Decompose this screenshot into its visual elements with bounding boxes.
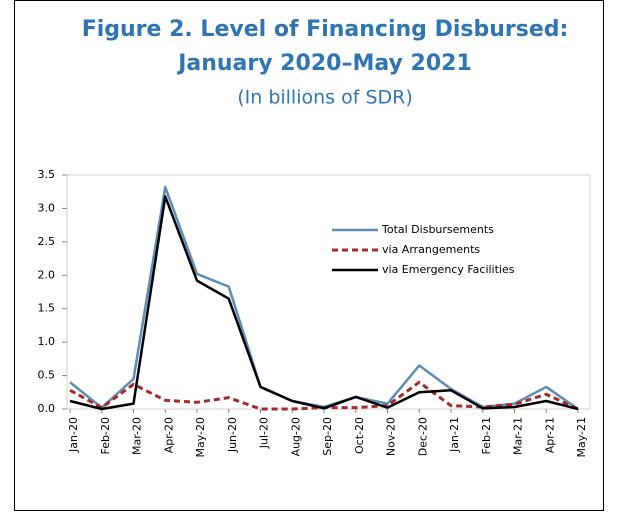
x-tick-label: Apr-21: [543, 417, 556, 453]
x-tick-label: Feb-20: [99, 417, 112, 454]
x-tick-label: Aug-20: [289, 417, 302, 456]
x-tick-label: Mar-20: [131, 417, 144, 455]
y-tick-label: 0.5: [38, 369, 56, 382]
x-tick-label: Dec-20: [416, 417, 429, 456]
series-line: [69, 195, 579, 411]
x-tick-label: Mar-21: [512, 417, 525, 455]
y-tick-label: 2.0: [38, 268, 56, 281]
x-tick-label: Apr-20: [162, 417, 175, 453]
chart-subtitle: (In billions of SDR): [237, 87, 413, 109]
chart-title-line2: January 2020–May 2021: [176, 51, 472, 76]
chart-title: Figure 2. Level of Financing Disbursed:: [82, 17, 569, 42]
y-tick-label: 0.0: [38, 402, 56, 415]
legend-label: via Arrangements: [382, 243, 480, 256]
y-tick-label: 2.5: [38, 235, 56, 248]
y-tick-label: 1.5: [38, 302, 56, 315]
x-tick-label: Jul-20: [258, 417, 271, 449]
frame: [14, 0, 604, 511]
x-tick-label: Oct-20: [353, 417, 366, 454]
y-tick-label: 3.5: [38, 168, 56, 181]
x-tick-label: Nov-20: [385, 417, 398, 456]
legend-label: via Emergency Facilities: [382, 263, 515, 276]
x-tick-label: Jan-20: [67, 417, 80, 453]
x-tick-label: Sep-20: [321, 417, 334, 456]
y-tick-label: 3.0: [38, 201, 56, 214]
x-tick-label: Jun-20: [226, 417, 239, 453]
x-tick-label: May-21: [575, 417, 588, 458]
y-tick-label: 1.0: [38, 335, 56, 348]
x-tick-label: Feb-21: [480, 417, 493, 454]
plot-area: [66, 174, 591, 410]
x-tick-label: Jan-21: [448, 417, 461, 453]
x-tick-label: May-20: [194, 417, 207, 458]
legend-label: Total Disbursements: [381, 223, 494, 236]
